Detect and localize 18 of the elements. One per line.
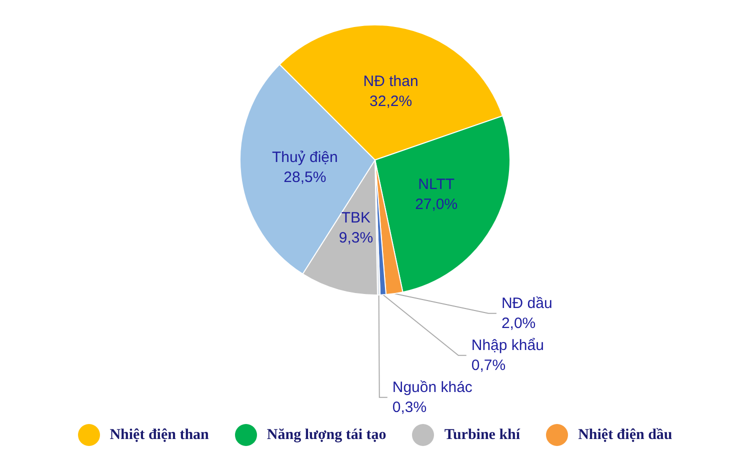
- data-label: 0,3%: [392, 398, 427, 416]
- slice-label: Nguồn khác: [392, 378, 473, 396]
- slice-label: NĐ than: [363, 72, 418, 90]
- data-label: 28,5%: [284, 169, 326, 186]
- slice-label: TBK: [341, 209, 371, 226]
- slice-label: Nhập khẩu: [471, 336, 544, 354]
- data-label: 0,7%: [471, 356, 506, 374]
- slice-label: NĐ dầu: [501, 294, 552, 312]
- slice-label: Thuỷ điện: [272, 149, 338, 166]
- data-label: 27,0%: [415, 196, 458, 214]
- slice-label: NLTT: [418, 176, 455, 194]
- text: Nhiệt điện than: [110, 426, 209, 442]
- text: Turbine khí: [444, 426, 520, 442]
- data-label: 9,3%: [338, 229, 374, 246]
- data-label: 2,0%: [501, 314, 536, 332]
- text: Năng lượng tái tạo: [266, 426, 386, 442]
- data-label: 32,2%: [370, 92, 412, 110]
- text: Nhiệt điện dầu: [578, 426, 672, 442]
